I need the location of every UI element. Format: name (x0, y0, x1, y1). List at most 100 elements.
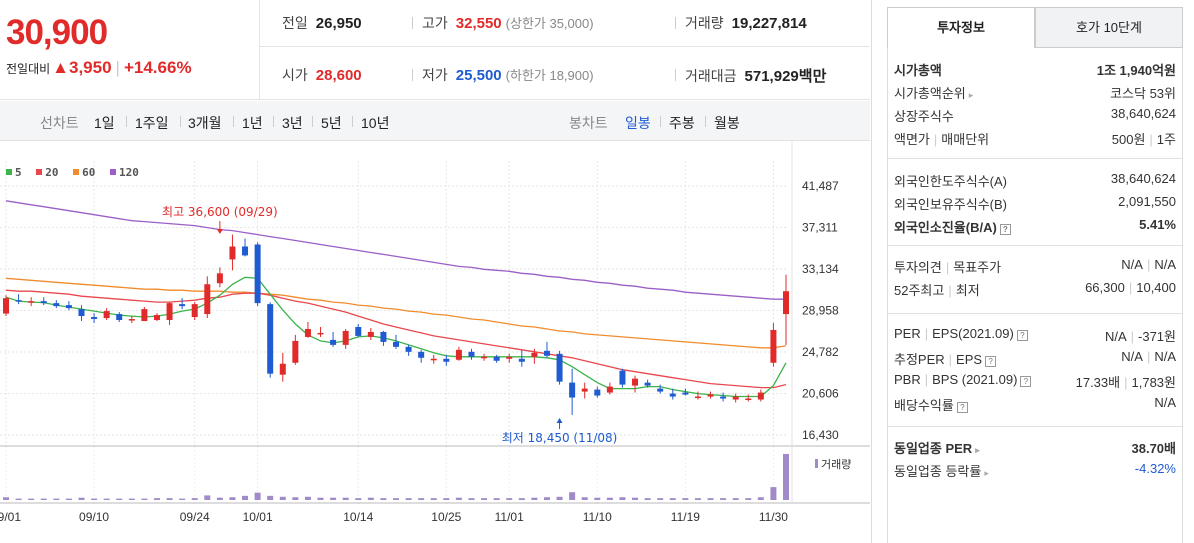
candle-daily[interactable]: 일봉 (625, 115, 651, 131)
change-value: 3,950 (69, 58, 112, 77)
volume-bar (330, 497, 337, 500)
candle-body (216, 273, 223, 284)
volume-bar (78, 497, 85, 500)
candle-body (783, 291, 789, 315)
volume-bar (204, 495, 211, 500)
info-key: 투자의견 (894, 260, 942, 275)
candle-body (141, 309, 148, 322)
info-key-2: 매매단위 (941, 132, 990, 147)
y-tick-label: 20,606 (802, 387, 839, 401)
candle-body (405, 346, 412, 352)
volume-bar (65, 498, 72, 500)
info-key: 추정PER (894, 352, 945, 367)
volume-bar (304, 496, 311, 500)
current-price: 30,900 (6, 13, 108, 52)
x-tick-label: 10/14 (343, 510, 373, 524)
tab-orderbook[interactable]: 호가 10단계 (1035, 7, 1183, 48)
period-bar: 선차트 1일 1주일 3개월 1년 3년 5년 10년 봉차트 일봉 주봉 월봉 (0, 101, 870, 141)
info-value: 38,640,624 (1110, 106, 1176, 121)
volume-bar (682, 498, 689, 500)
period-1y[interactable]: 1년 (242, 115, 263, 131)
candle-body (682, 392, 689, 395)
candle-body (644, 382, 651, 386)
volume-bar (443, 498, 450, 500)
info-row: PER | EPS(2021.09)? N/A | -371원 (894, 326, 1176, 344)
tab-investment-info[interactable]: 투자정보 (887, 7, 1035, 48)
volume-bar (594, 497, 601, 500)
info-key: 외국인소진율(B/A) (894, 220, 997, 235)
candle-body (757, 392, 764, 400)
volume-bar (694, 498, 701, 500)
info-row: 시가총액 1조 1,940억원 (894, 60, 1176, 80)
candle-body (330, 339, 337, 345)
candle-body (418, 351, 425, 358)
period-3y[interactable]: 3년 (282, 115, 303, 131)
candle-body (732, 396, 739, 400)
info-key: 52주최고 (894, 283, 945, 298)
help-icon[interactable]: ? (985, 356, 997, 367)
help-icon[interactable]: ? (956, 402, 968, 413)
volume-bar (141, 498, 148, 500)
volume-bar (606, 497, 613, 500)
volume-bar (455, 497, 462, 500)
candle-body (204, 284, 211, 315)
candle-body (166, 303, 173, 321)
candle-body (179, 304, 186, 307)
chevron-right-icon: ▸ (984, 468, 989, 478)
volume-bar (707, 498, 714, 500)
volume-bar (103, 498, 110, 500)
candle-weekly[interactable]: 주봉 (669, 115, 695, 131)
candle-body (569, 382, 576, 398)
info-key: 액면가 (894, 132, 930, 147)
candle-body (254, 244, 261, 304)
help-icon[interactable]: ? (999, 224, 1011, 235)
volume-bar (229, 497, 236, 500)
info-row: 배당수익률? N/A (894, 395, 1176, 415)
volume-bar (481, 498, 488, 500)
period-1d[interactable]: 1일 (94, 115, 115, 131)
info-key-2: EPS (956, 352, 983, 367)
info-row[interactable]: 동일업종 PER ▸ 38.70배 (894, 438, 1176, 458)
candle-body (242, 246, 249, 256)
candle-body (443, 358, 450, 362)
candle-body (304, 328, 311, 337)
volume-bar (518, 498, 525, 500)
candle-body (518, 358, 525, 362)
info-key: 외국인한도주식수(A) (894, 174, 1008, 189)
period-1w[interactable]: 1주일 (135, 115, 169, 131)
info-row[interactable]: 시가총액순위 ▸ 코스닥 53위 (894, 83, 1176, 103)
candle-body (28, 301, 35, 303)
change-rate: +14.66% (123, 58, 192, 77)
volume-bar (418, 498, 425, 500)
period-10y[interactable]: 10년 (361, 115, 390, 131)
info-row: 액면가 | 매매단위 500원 | 1주 (894, 132, 1176, 147)
info-row[interactable]: 동일업종 등락률 ▸ -4.32% (894, 461, 1176, 481)
candle-body (556, 353, 563, 382)
candle-body (267, 304, 274, 374)
period-3m[interactable]: 3개월 (188, 115, 222, 131)
info-value-2: 1,783원 (1131, 375, 1177, 390)
volume-bar (393, 498, 399, 500)
info-value: 5.41% (1139, 217, 1176, 232)
info-value-2: N/A (1154, 349, 1176, 364)
info-value-2: 1주 (1156, 132, 1176, 147)
legend-ma120: 120 (110, 166, 139, 179)
help-icon[interactable]: ? (1016, 330, 1028, 341)
volume-bar (116, 498, 123, 500)
volume-bar (430, 498, 437, 500)
volume-bar (657, 498, 664, 500)
period-5y[interactable]: 5년 (321, 115, 342, 131)
help-icon[interactable]: ? (1020, 376, 1032, 387)
panel-tabs: 투자정보 호가 10단계 (887, 7, 1183, 48)
info-key: PER (894, 326, 921, 341)
ma60-line (5, 277, 787, 349)
x-tick-label: 10/25 (431, 510, 461, 524)
candle-monthly[interactable]: 월봉 (714, 115, 740, 131)
info-row: 외국인보유주식수(B) 2,091,550 (894, 194, 1176, 214)
candle-body (669, 393, 676, 397)
info-value-2: -371원 (1138, 329, 1176, 344)
volume-bar (279, 496, 286, 500)
volume-bar (355, 498, 362, 500)
y-tick-label: 16,430 (802, 428, 839, 442)
